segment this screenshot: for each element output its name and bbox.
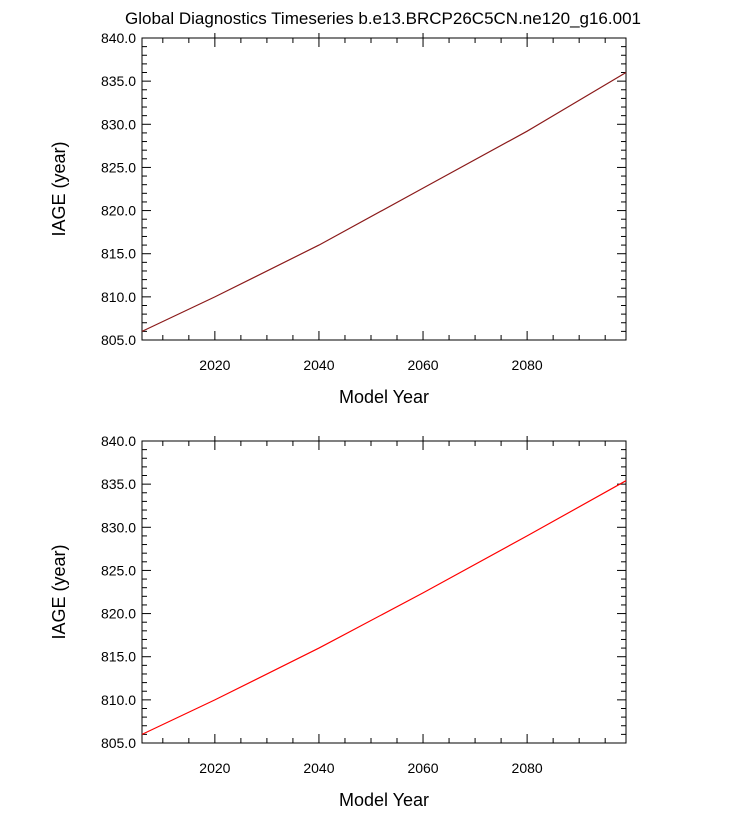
y-tick-label: 810.0 [101, 692, 136, 708]
x-tick-label: 2080 [512, 760, 543, 776]
y-tick-label: 830.0 [101, 116, 136, 132]
x-tick-label: 2060 [407, 357, 438, 373]
chart-title: Global Diagnostics Timeseries b.e13.BRCP… [125, 9, 641, 28]
y-tick-label: 805.0 [101, 332, 136, 348]
marks-top [141, 71, 627, 332]
y-tick-label: 815.0 [101, 649, 136, 665]
y-tick-label: 840.0 [101, 433, 136, 449]
y-tick-label: 805.0 [101, 735, 136, 751]
y-tick-label: 825.0 [101, 562, 136, 578]
plot-frame-top [141, 37, 627, 341]
x-tick-label: 2040 [303, 357, 334, 373]
y-tick-label: 830.0 [101, 519, 136, 535]
y-axis-title-bottom: IAGE (year) [49, 544, 69, 639]
marks-bottom [141, 480, 627, 735]
x-tick-label: 2020 [199, 760, 230, 776]
y-tick-label: 835.0 [101, 476, 136, 492]
x-tick-label: 2080 [512, 357, 543, 373]
y-tick-label: 840.0 [101, 30, 136, 46]
y-tick-label: 815.0 [101, 246, 136, 262]
x-axis-title-top: Model Year [339, 387, 429, 407]
y-tick-label: 835.0 [101, 73, 136, 89]
y-axis-title-top: IAGE (year) [49, 141, 69, 236]
series-line [141, 480, 627, 735]
plot-frame-bottom [141, 440, 627, 744]
x-axis-title-bottom: Model Year [339, 790, 429, 810]
x-tick-label: 2040 [303, 760, 334, 776]
y-tick-label: 820.0 [101, 203, 136, 219]
y-tick-label: 825.0 [101, 159, 136, 175]
y-tick-label: 820.0 [101, 606, 136, 622]
panel-bottom: 2020 2040 2060 2080 805.0 810.0 815.0 820.0 825.… [49, 433, 627, 810]
ticks-top: 2020 2040 2060 2080 805.0 810.0 815.0 820.0 825.… [101, 30, 626, 373]
series-line [141, 71, 627, 332]
x-tick-label: 2060 [407, 760, 438, 776]
y-tick-label: 810.0 [101, 289, 136, 305]
x-tick-label: 2020 [199, 357, 230, 373]
panel-top: 2020 2040 2060 2080 805.0 810.0 815.0 820.0 825.… [49, 30, 627, 407]
ticks-bottom: 2020 2040 2060 2080 805.0 810.0 815.0 820.0 825.… [101, 433, 626, 776]
